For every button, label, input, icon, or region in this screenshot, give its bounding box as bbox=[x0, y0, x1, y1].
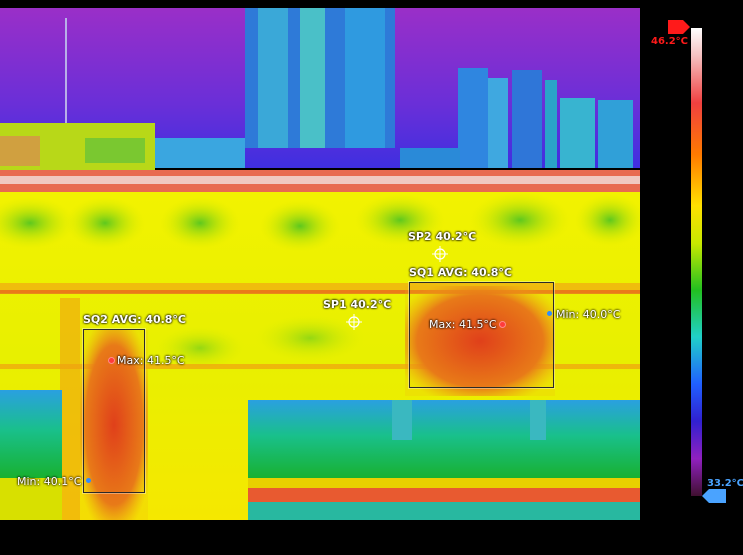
area-sq2-box[interactable] bbox=[83, 329, 145, 493]
skyline bbox=[65, 8, 633, 168]
area-sq1-max-dot bbox=[499, 321, 506, 328]
area-sq1-max: Max: 41.5°C bbox=[429, 318, 497, 331]
area-sq1-label: SQ1 AVG: 40.8°C bbox=[409, 266, 513, 279]
spot-sp1-crosshair-icon[interactable] bbox=[346, 314, 362, 330]
spot-sp2-label: SP2 40.2°C bbox=[408, 230, 477, 243]
area-sq2-max: Max: 41.5°C bbox=[117, 354, 185, 367]
spot-sp2-crosshair-icon[interactable] bbox=[432, 246, 448, 262]
scale-max-marker-icon[interactable] bbox=[668, 20, 690, 34]
area-sq1-min: Min: 40.0°C bbox=[556, 308, 621, 321]
area-sq1-min-dot bbox=[547, 311, 552, 316]
scale-max-label: 46.2°C bbox=[651, 36, 689, 47]
scale-min-label: 33.2°C bbox=[707, 478, 743, 489]
thermal-image[interactable]: SP2 40.2°C SP1 40.2°C SQ1 AVG: 40.8°C Ma… bbox=[0, 8, 640, 520]
scale-min-marker-icon[interactable] bbox=[702, 489, 726, 503]
color-scale-bar bbox=[691, 28, 702, 496]
spot-sp1-label: SP1 40.2°C bbox=[323, 298, 392, 311]
area-sq2-min-dot bbox=[86, 478, 91, 483]
area-sq2-label: SQ2 AVG: 40.8°C bbox=[83, 313, 187, 326]
area-sq2-min: Min: 40.1°C bbox=[17, 475, 82, 488]
area-sq1-box[interactable] bbox=[409, 282, 554, 388]
area-sq2-max-dot bbox=[108, 357, 115, 364]
thermal-scene bbox=[0, 8, 640, 520]
